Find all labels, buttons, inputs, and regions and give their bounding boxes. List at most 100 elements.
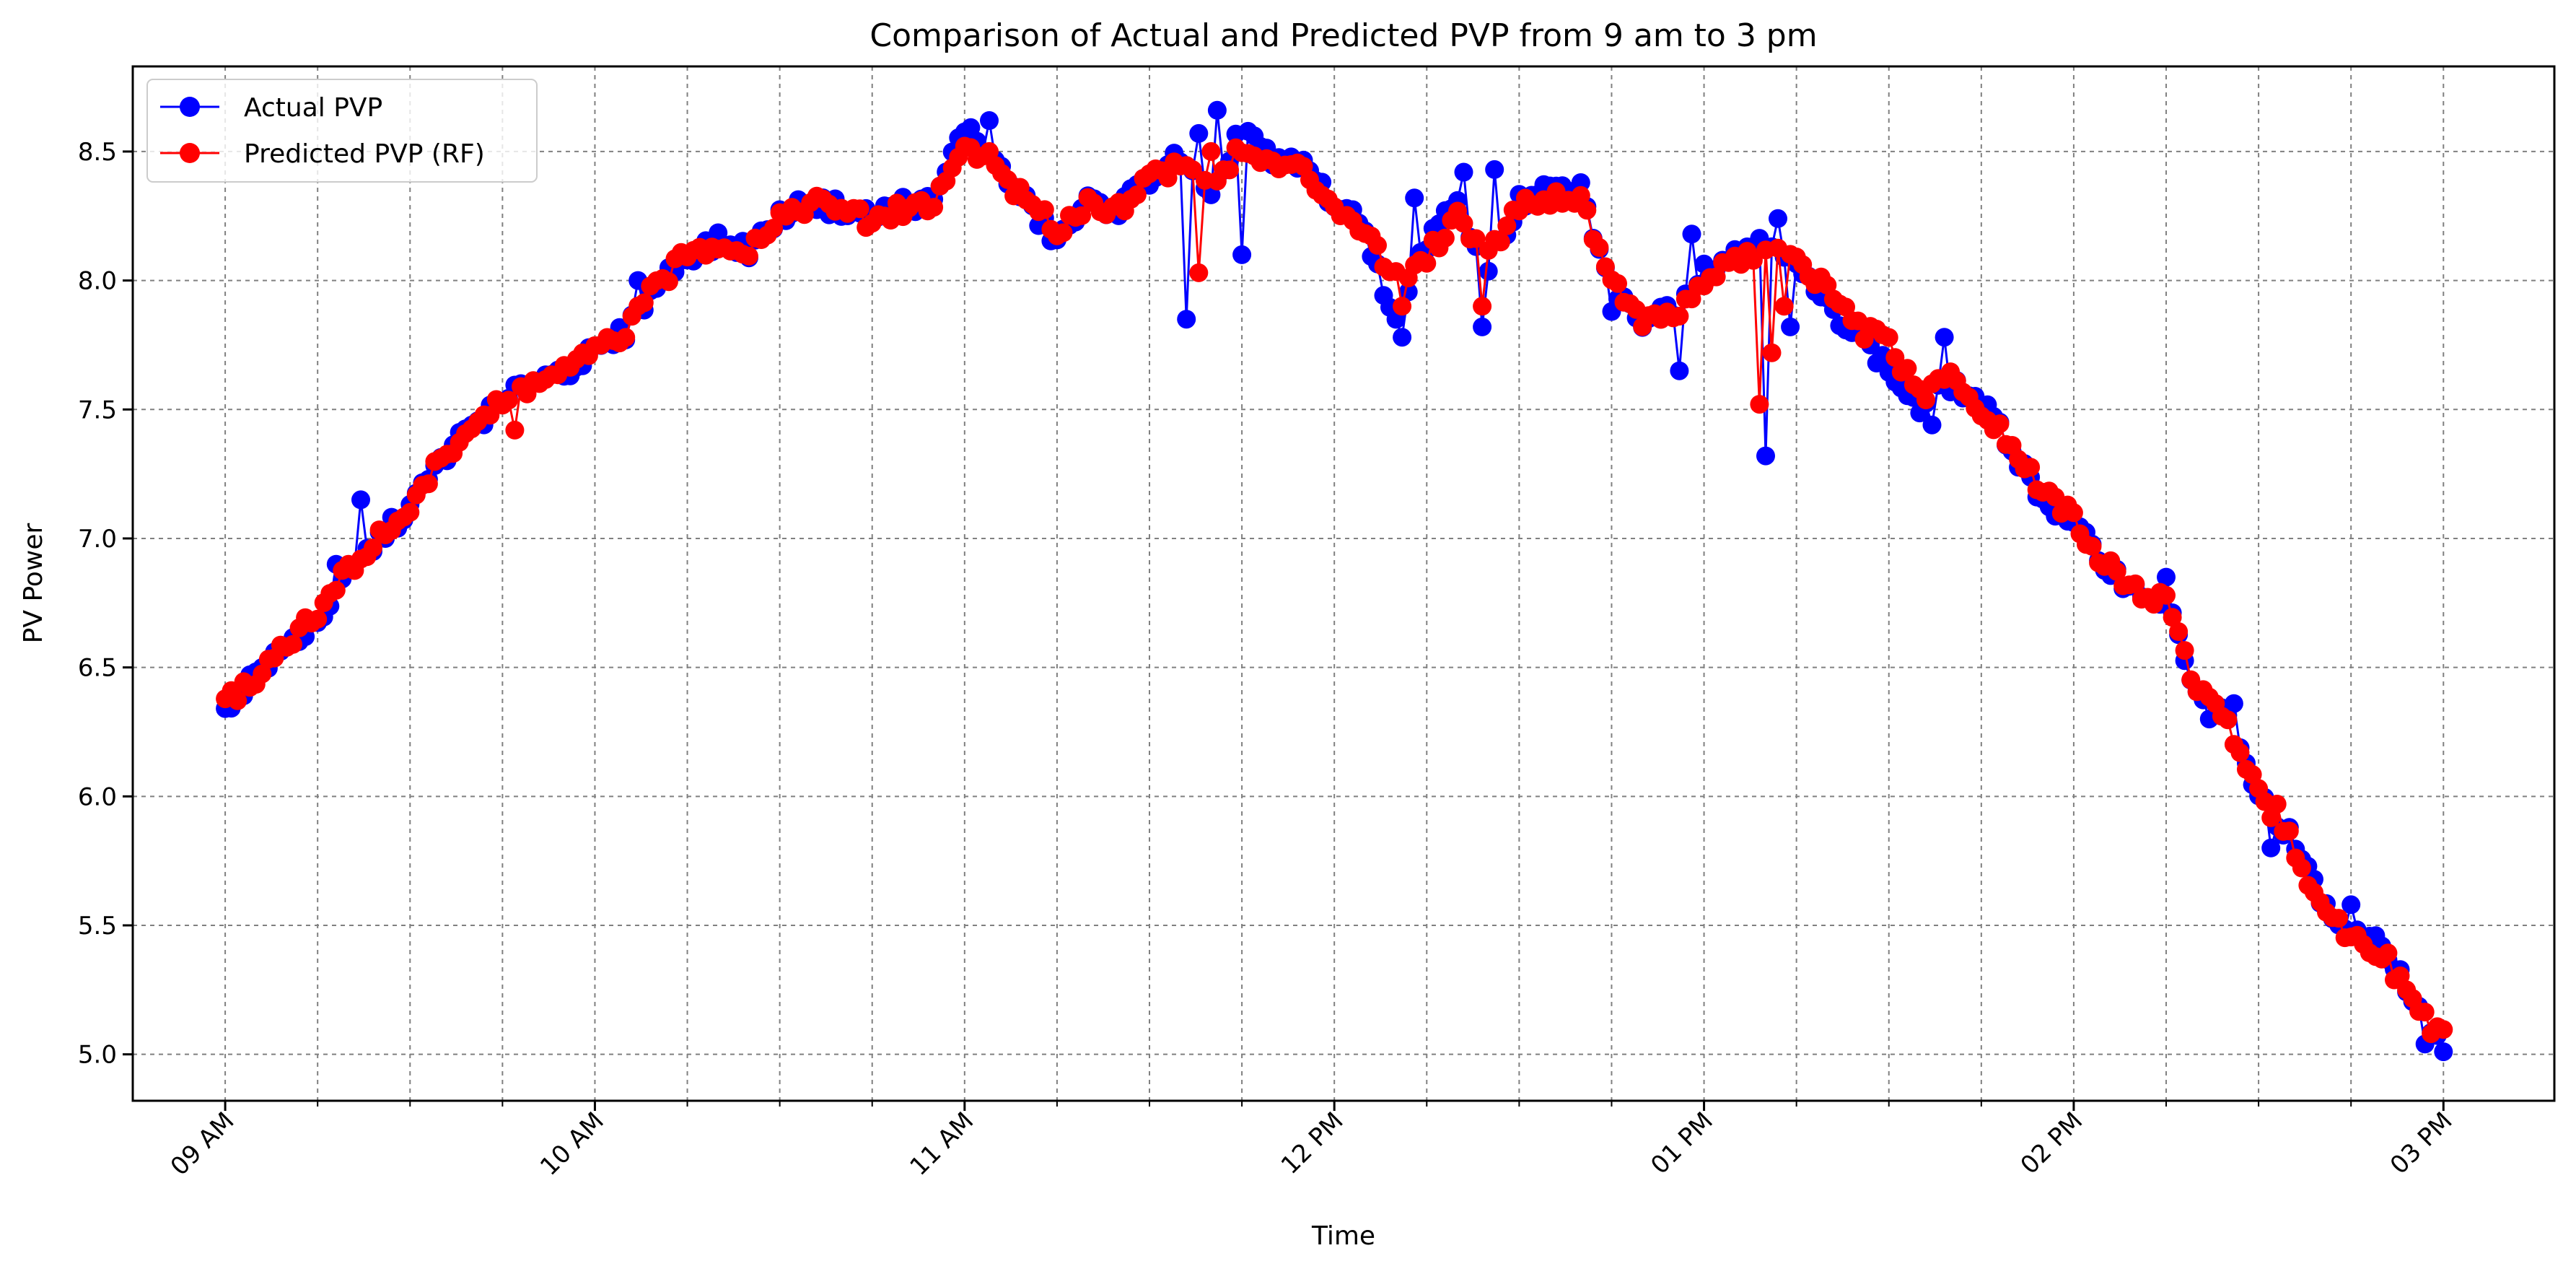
data-point	[2021, 458, 2041, 477]
data-point	[1670, 307, 1689, 326]
data-point	[1220, 160, 1239, 180]
data-point	[1485, 160, 1504, 179]
data-point	[1491, 232, 1510, 252]
data-point	[1478, 261, 1498, 281]
legend-box	[146, 79, 538, 183]
data-point	[1201, 141, 1221, 161]
data-point	[2157, 585, 2176, 605]
data-point	[499, 391, 518, 410]
data-point	[308, 609, 328, 629]
y-tick-label: 8.5	[78, 138, 117, 167]
data-point	[2329, 909, 2349, 928]
data-point	[400, 502, 420, 522]
data-point	[2434, 1020, 2453, 1039]
data-point	[1232, 245, 1252, 264]
y-tick-label: 5.5	[78, 912, 117, 941]
data-point	[1393, 328, 1412, 347]
data-point	[1035, 200, 1054, 219]
data-point	[1189, 263, 1209, 282]
data-point	[709, 223, 728, 243]
data-point	[2082, 536, 2102, 556]
data-point	[419, 474, 438, 494]
data-point	[616, 328, 636, 347]
data-point	[1417, 253, 1437, 273]
y-tick-label: 7.0	[78, 525, 117, 554]
legend: Actual PVP Predicted PVP (RF)	[146, 79, 538, 183]
data-point	[505, 420, 525, 440]
data-point	[1473, 297, 1492, 316]
data-point	[2341, 895, 2361, 915]
data-point	[2279, 821, 2299, 841]
data-point	[1368, 235, 1387, 255]
legend-label: Predicted PVP (RF)	[244, 139, 485, 169]
data-point	[2169, 622, 2189, 641]
data-point	[924, 198, 944, 217]
legend-label: Actual PVP	[244, 93, 382, 123]
data-point	[1393, 297, 1412, 316]
data-point	[1682, 224, 1701, 244]
data-point	[1916, 391, 1935, 409]
y-tick-label: 5.0	[78, 1041, 117, 1070]
data-point	[1922, 415, 1942, 435]
legend-entry-actual: Actual PVP	[160, 93, 382, 123]
data-point	[2434, 1042, 2453, 1062]
data-point	[1762, 343, 1782, 362]
data-point	[2292, 858, 2311, 878]
series-predicted	[216, 136, 2453, 1044]
data-point	[1571, 173, 1590, 192]
data-point	[2224, 694, 2243, 713]
data-point	[1577, 201, 1597, 220]
data-point	[1435, 228, 1455, 248]
data-point	[1750, 395, 1769, 414]
data-point	[2107, 562, 2126, 581]
data-point	[1571, 186, 1590, 205]
y-tick-label: 6.0	[78, 782, 117, 811]
data-point	[351, 490, 370, 510]
y-tick-label: 6.5	[78, 654, 117, 683]
data-point	[1183, 160, 1202, 179]
legend-entry-predicted: Predicted PVP (RF)	[160, 139, 485, 169]
data-point	[1405, 188, 1424, 208]
data-point	[1743, 250, 1763, 270]
y-tick-label: 7.5	[78, 396, 117, 424]
data-point	[2391, 967, 2410, 985]
data-point	[2267, 795, 2287, 813]
data-point	[1879, 328, 1898, 347]
data-point	[1053, 223, 1073, 243]
y-axis-label: PV Power	[19, 523, 48, 643]
data-point	[1072, 206, 1092, 225]
y-tick-label: 8.0	[78, 267, 117, 296]
data-point	[764, 219, 784, 237]
data-point	[1898, 359, 1917, 378]
data-point	[2163, 608, 2182, 627]
data-point	[2230, 743, 2250, 762]
y-axis: 5.0 5.5 6.0 6.5 7.0 7.5 8.0 8.5	[78, 138, 133, 1070]
data-point	[2261, 838, 2281, 858]
data-point	[1454, 162, 1473, 182]
data-point	[2175, 641, 2194, 660]
data-point	[634, 293, 654, 313]
data-point	[1707, 267, 1726, 287]
data-point	[2157, 567, 2176, 587]
data-point	[1781, 317, 1800, 336]
data-point	[228, 691, 247, 710]
data-point	[1935, 328, 1954, 347]
data-point	[2218, 710, 2238, 730]
data-point	[2415, 1003, 2435, 1022]
data-point	[1158, 168, 1178, 188]
data-point	[2064, 503, 2083, 523]
data-point	[1774, 297, 1794, 316]
data-point	[2126, 574, 2145, 593]
chart-title: Comparison of Actual and Predicted PVP f…	[869, 17, 1817, 54]
data-point	[1466, 229, 1486, 248]
data-point	[1189, 123, 1209, 143]
data-point	[2243, 765, 2262, 784]
data-point	[364, 538, 382, 557]
data-point	[1608, 274, 1627, 293]
data-point	[1207, 100, 1227, 120]
data-point	[980, 111, 999, 130]
x-axis-label: Time	[1311, 1221, 1375, 1251]
data-point	[1818, 276, 1837, 294]
